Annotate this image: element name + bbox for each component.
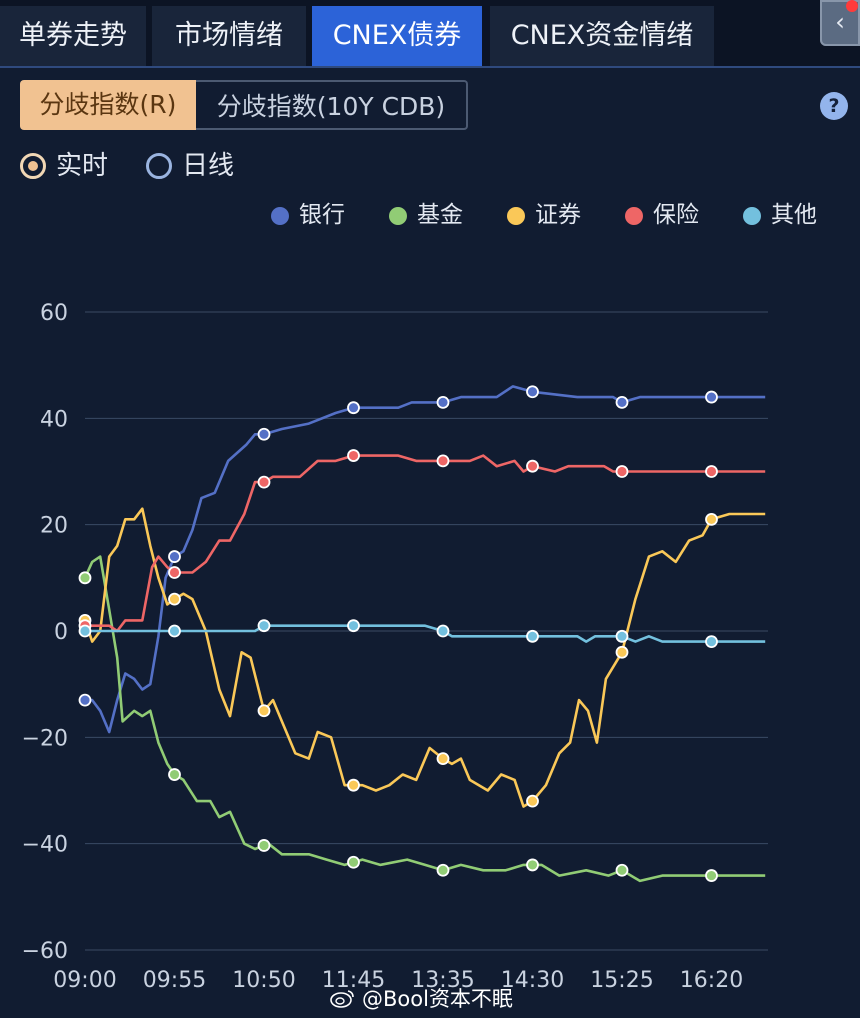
help-icon[interactable]: ?: [820, 92, 848, 120]
data-point-marker: [705, 465, 718, 478]
data-point-marker: [168, 624, 181, 638]
tab-cnex-bonds[interactable]: CNEX债券: [312, 6, 482, 66]
data-point-marker: [347, 619, 360, 633]
data-point-marker: [705, 869, 718, 882]
y-tick-label: 60: [40, 301, 68, 326]
legend-bank[interactable]: 银行: [271, 200, 351, 230]
data-point-marker: [168, 592, 181, 606]
data-point-marker: [526, 629, 539, 643]
data-point-marker: [615, 863, 629, 877]
data-point-marker: [168, 566, 181, 579]
x-tick-label: 13:35: [411, 968, 474, 993]
radio-realtime-label: 实时: [56, 151, 109, 181]
legend-other[interactable]: 其他: [743, 200, 823, 230]
x-tick-label: 11:45: [322, 968, 385, 993]
data-point-marker: [436, 752, 450, 765]
series-line: [83, 507, 766, 808]
x-tick-label: 09:00: [53, 968, 116, 993]
data-point-marker: [347, 855, 360, 869]
x-tick-label: 15:25: [590, 968, 653, 993]
radio-realtime[interactable]: 实时: [20, 150, 120, 182]
chevron-left-icon: ‹: [835, 8, 845, 36]
watermark-text: @Bool资本不眠: [362, 987, 513, 1011]
data-point-marker: [78, 693, 92, 707]
data-point-marker: [436, 624, 450, 638]
segment-divergence-index-r[interactable]: 分歧指数(R): [20, 80, 196, 130]
divergence-line-chart: 60 40 20 0 −20 −40 −60 09:00 09:55 10:50 11:45 13:3…: [22, 301, 768, 993]
x-tick-label: 14:30: [501, 968, 564, 993]
series-line: [83, 555, 766, 883]
y-tick-label: 0: [54, 620, 68, 645]
legend-insurance[interactable]: 保险: [625, 200, 705, 230]
tab-cnex-funding-sentiment[interactable]: CNEX资金情绪: [490, 6, 714, 66]
data-point-marker: [347, 401, 360, 415]
data-point-marker: [257, 427, 271, 441]
series-line: [85, 385, 766, 734]
data-point-marker: [168, 550, 181, 563]
data-point-marker: [436, 863, 450, 877]
legend-securities[interactable]: 证券: [507, 200, 587, 230]
legend-fund[interactable]: 基金: [389, 200, 469, 230]
tab-single-bond-trend[interactable]: 单券走势: [0, 6, 146, 66]
radio-daily[interactable]: 日线: [146, 150, 246, 182]
data-point-marker: [436, 395, 450, 409]
y-tick-label: −60: [22, 939, 68, 964]
legend-bank-marker: [271, 207, 289, 225]
data-point-marker: [705, 635, 718, 649]
data-point-marker: [78, 571, 92, 585]
radio-unchecked-icon: [146, 153, 172, 179]
watermark: @Bool资本不眠: [330, 982, 513, 1016]
legend-insurance-marker: [625, 207, 643, 225]
data-point-marker: [526, 794, 539, 808]
legend-other-label: 其他: [771, 202, 817, 228]
data-point-marker: [615, 645, 629, 659]
legend-fund-label: 基金: [417, 202, 463, 228]
x-tick-label: 10:50: [232, 968, 295, 993]
notification-dot: [846, 0, 858, 12]
top-tab-bar: 单券走势 市场情绪 CNEX债券 CNEX资金情绪: [0, 0, 860, 68]
data-point-marker: [168, 768, 181, 781]
data-point-marker: [257, 475, 271, 489]
data-point-marker: [705, 512, 718, 526]
data-point-marker: [526, 385, 539, 399]
legend-other-marker: [743, 207, 761, 225]
legend-insurance-label: 保险: [653, 202, 699, 228]
legend-fund-marker: [389, 207, 407, 225]
data-point-marker: [257, 619, 271, 633]
segment-divergence-index-10y-cdb[interactable]: 分歧指数(10Y CDB): [196, 80, 468, 130]
data-point-marker: [257, 839, 271, 852]
series-line: [85, 624, 766, 643]
data-point-marker: [78, 624, 92, 638]
y-tick-label: 40: [40, 407, 68, 432]
legend-bank-label: 银行: [299, 202, 345, 228]
series-line: [85, 454, 766, 633]
data-point-marker: [705, 390, 718, 404]
legend-securities-label: 证券: [535, 202, 581, 228]
data-point-marker: [526, 459, 539, 473]
data-point-marker: [615, 395, 629, 409]
weibo-logo-icon: [330, 990, 354, 1008]
y-tick-label: −20: [22, 726, 68, 751]
data-point-marker: [257, 704, 271, 718]
tab-market-sentiment[interactable]: 市场情绪: [152, 6, 306, 66]
data-point-marker: [526, 858, 539, 872]
legend-securities-marker: [507, 207, 525, 225]
data-point-marker: [436, 454, 450, 468]
y-tick-label: 20: [40, 514, 68, 539]
x-tick-label: 16:20: [680, 968, 743, 993]
radio-daily-label: 日线: [182, 151, 235, 181]
data-point-marker: [347, 778, 360, 792]
y-tick-label: −40: [22, 833, 68, 858]
data-point-marker: [347, 449, 360, 462]
x-tick-label: 09:55: [143, 968, 206, 993]
data-point-marker: [615, 465, 629, 478]
radio-checked-icon: [20, 153, 46, 179]
data-point-marker: [615, 629, 629, 643]
